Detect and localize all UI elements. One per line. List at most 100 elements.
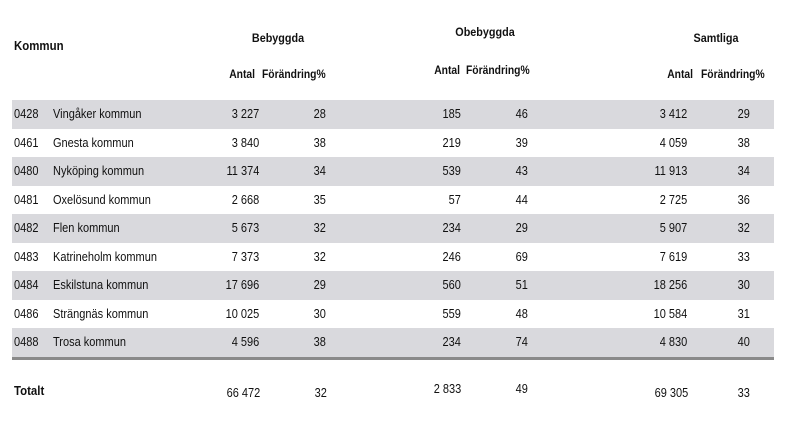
table-row: 0484 Eskilstuna kommun 17 696 29 560 51 18 256… [12,271,774,300]
cell-kommun-name: Nyköping kommun [53,164,145,178]
cell-obebyggda-antal: 234 [442,221,461,235]
cell-bebyggda-forandring: 38 [313,135,326,150]
cell-kommun-code: 0428 [14,107,39,121]
total-label: Totalt [14,383,45,398]
cell-samtliga-antal: 2 725 [659,192,687,207]
column-header-kommun: Kommun [14,38,64,53]
cell-bebyggda-forandring: 32 [313,221,326,235]
cell-obebyggda-antal: 185 [442,107,461,121]
cell-bebyggda-antal: 3 227 [231,107,259,121]
cell-bebyggda-antal: 7 373 [231,249,259,264]
cell-samtliga-antal: 18 256 [653,278,687,292]
cell-samtliga-antal: 4 830 [659,335,687,349]
group-header-bebyggda: Bebyggda [251,31,305,45]
cell-obebyggda-antal: 219 [442,135,461,150]
cell-bebyggda-forandring: 28 [313,107,326,121]
subheader-samtliga-forandring: Förändring% [701,67,765,81]
total-divider [12,357,774,360]
cell-kommun-code: 0481 [14,192,39,207]
table-row: 0428 Vingåker kommun 3 227 28 185 46 3 412 29 [12,100,774,129]
cell-bebyggda-forandring: 38 [313,335,326,349]
cell-kommun-name: Katrineholm kommun [53,249,157,264]
cell-samtliga-forandring: 36 [737,192,750,207]
cell-bebyggda-antal: 4 596 [231,335,259,349]
cell-samtliga-forandring: 32 [737,221,750,235]
cell-obebyggda-forandring: 69 [515,249,528,264]
cell-kommun-name: Oxelösund kommun [53,192,151,207]
table-row: 0482 Flen kommun 5 673 32 234 29 5 907 32 [12,214,774,243]
cell-bebyggda-forandring: 29 [313,278,326,292]
table-row: 0486 Strängnäs kommun 10 025 30 559 48 10 584 3… [12,300,774,329]
total-samtliga-forandring: 33 [737,386,750,400]
cell-bebyggda-forandring: 32 [313,249,326,264]
cell-obebyggda-forandring: 74 [515,335,528,349]
cell-samtliga-forandring: 34 [737,164,750,178]
cell-bebyggda-antal: 11 374 [226,164,259,178]
cell-samtliga-antal: 3 412 [659,107,687,121]
cell-bebyggda-antal: 5 673 [231,221,259,235]
cell-samtliga-antal: 5 907 [659,221,687,235]
total-bebyggda-forandring: 32 [314,386,327,400]
cell-kommun-name: Gnesta kommun [53,135,134,150]
subheader-bebyggda-antal: Antal [229,67,255,81]
table-body: 0428 Vingåker kommun 3 227 28 185 46 3 412 29 04… [12,100,774,357]
cell-kommun-code: 0483 [14,249,39,264]
cell-kommun-code: 0482 [14,221,39,235]
cell-samtliga-antal: 7 619 [659,249,687,264]
cell-kommun-name: Vingåker kommun [53,107,142,121]
cell-samtliga-forandring: 30 [737,278,750,292]
cell-bebyggda-antal: 2 668 [231,192,259,207]
cell-kommun-code: 0484 [14,278,39,292]
cell-samtliga-forandring: 38 [737,135,750,150]
cell-obebyggda-antal: 559 [442,306,461,321]
total-samtliga-antal: 69 305 [654,386,688,400]
cell-bebyggda-forandring: 34 [313,164,326,178]
subheader-samtliga-antal: Antal [667,67,693,81]
cell-kommun-name: Flen kommun [53,221,120,235]
cell-bebyggda-antal: 17 696 [225,278,259,292]
cell-samtliga-forandring: 29 [737,107,750,121]
cell-obebyggda-antal: 560 [442,278,461,292]
cell-obebyggda-antal: 234 [442,335,461,349]
cell-obebyggda-forandring: 43 [515,164,528,178]
cell-obebyggda-forandring: 51 [515,278,528,292]
cell-bebyggda-antal: 3 840 [231,135,259,150]
cell-kommun-code: 0486 [14,306,39,321]
table-row: 0483 Katrineholm kommun 7 373 32 246 69 7 619 3… [12,243,774,272]
subheader-obebyggda-forandring: Förändring% [466,63,530,77]
total-bebyggda-antal: 66 472 [226,386,260,400]
total-obebyggda-forandring: 49 [515,382,528,396]
cell-samtliga-antal: 4 059 [659,135,687,150]
cell-bebyggda-forandring: 35 [313,192,326,207]
group-header-obebyggda: Obebyggda [455,25,515,39]
cell-obebyggda-forandring: 48 [515,306,528,321]
table-row: 0488 Trosa kommun 4 596 38 234 74 4 830 40 [12,328,774,357]
table-row: 0480 Nyköping kommun 11 374 34 539 43 11 913 34 [12,157,774,186]
cell-kommun-name: Eskilstuna kommun [53,278,149,292]
cell-samtliga-antal: 11 913 [654,164,687,178]
cell-kommun-name: Strängnäs kommun [53,306,149,321]
cell-samtliga-forandring: 33 [737,249,750,264]
cell-obebyggda-forandring: 46 [515,107,528,121]
cell-obebyggda-forandring: 29 [515,221,528,235]
cell-bebyggda-antal: 10 025 [225,306,259,321]
table-row: 0481 Oxelösund kommun 2 668 35 57 44 2 725 36 [12,186,774,215]
cell-kommun-code: 0461 [14,135,39,150]
cell-kommun-code: 0488 [14,335,39,349]
cell-obebyggda-antal: 57 [448,192,461,207]
cell-obebyggda-forandring: 44 [515,192,528,207]
group-header-samtliga: Samtliga [693,31,739,45]
cell-samtliga-antal: 10 584 [653,306,687,321]
cell-samtliga-forandring: 40 [737,335,750,349]
cell-bebyggda-forandring: 30 [313,306,326,321]
cell-obebyggda-antal: 539 [442,164,461,178]
table-row: 0461 Gnesta kommun 3 840 38 219 39 4 059 38 [12,129,774,158]
subheader-bebyggda-forandring: Förändring% [262,67,326,81]
subheader-obebyggda-antal: Antal [434,63,460,77]
cell-kommun-code: 0480 [14,164,39,178]
cell-samtliga-forandring: 31 [737,306,750,321]
cell-kommun-name: Trosa kommun [53,335,126,349]
cell-obebyggda-forandring: 39 [515,135,528,150]
total-obebyggda-antal: 2 833 [433,382,461,396]
